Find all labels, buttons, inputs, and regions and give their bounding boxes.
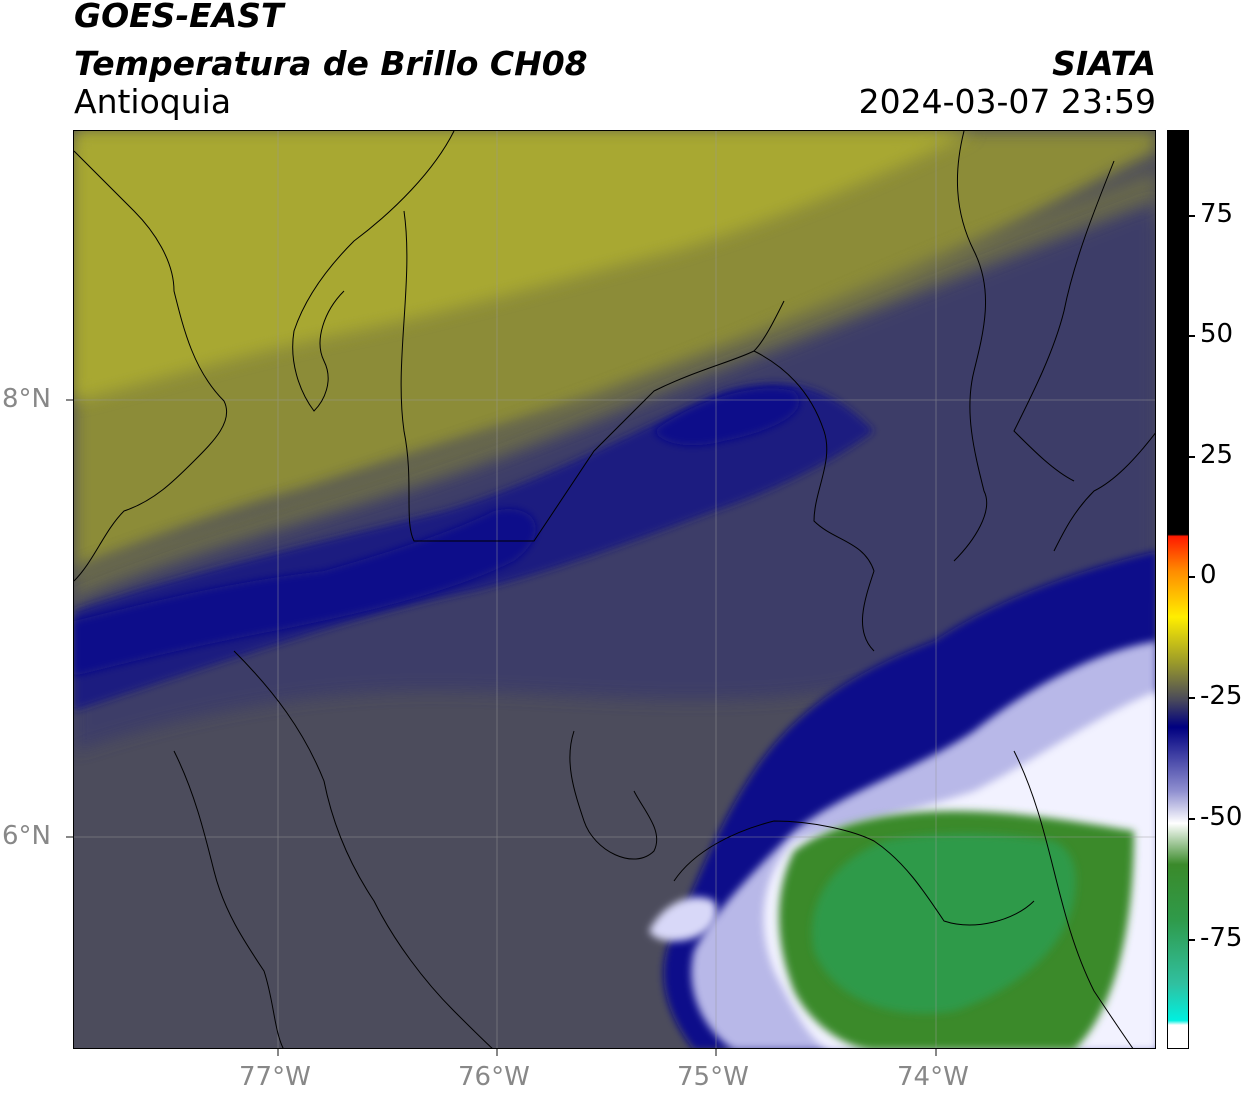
border-south-c xyxy=(569,730,658,860)
coastline-gulf xyxy=(292,131,455,412)
border-antioquia-north xyxy=(400,210,785,542)
border-southeast xyxy=(1013,750,1134,1048)
lat-label-6n: 6°N xyxy=(2,821,51,851)
cb-label-m25: -25 xyxy=(1200,681,1243,711)
lat-tick-1 xyxy=(66,399,73,401)
lon-label-75w: 75°W xyxy=(677,1062,749,1092)
boundaries xyxy=(74,131,1155,1048)
cb-tick-25 xyxy=(1189,456,1195,458)
cb-label-0: 0 xyxy=(1200,560,1217,590)
satellite-title: GOES-EAST xyxy=(74,0,284,35)
cb-tick-75 xyxy=(1189,215,1195,217)
navy-core-north xyxy=(654,388,800,446)
lat-tick-2 xyxy=(66,836,73,838)
temperature-colorbar xyxy=(1167,130,1189,1049)
product-title: Temperatura de Brillo CH08 xyxy=(74,44,588,83)
coastline-west xyxy=(74,150,228,582)
cb-label-m75: -75 xyxy=(1200,923,1243,953)
cb-label-50: 50 xyxy=(1200,319,1234,349)
cb-tick-m25 xyxy=(1189,697,1195,699)
lon-tick-2 xyxy=(496,1049,498,1056)
graticule xyxy=(74,131,1155,1048)
lon-tick-3 xyxy=(715,1049,717,1056)
border-antioquia-east xyxy=(753,350,875,652)
lat-label-8n: 8°N xyxy=(2,384,51,414)
lon-tick-4 xyxy=(935,1049,937,1056)
lon-label-76w: 76°W xyxy=(458,1062,530,1092)
cb-label-75: 75 xyxy=(1200,199,1234,229)
datetime-label: 2024-03-07 23:59 xyxy=(858,82,1156,121)
cold-cloud-patch xyxy=(649,897,717,941)
border-south-b xyxy=(673,820,1035,926)
border-river xyxy=(953,131,988,562)
olive-light-region xyxy=(74,131,974,401)
cb-tick-50 xyxy=(1189,335,1195,337)
border-far-east xyxy=(1053,432,1155,552)
cb-label-25: 25 xyxy=(1200,440,1234,470)
navy-core xyxy=(74,509,536,676)
border-east xyxy=(1013,160,1115,482)
brightness-temperature-map[interactable] xyxy=(73,130,1156,1049)
cb-tick-m50 xyxy=(1189,818,1195,820)
lon-label-77w: 77°W xyxy=(239,1062,311,1092)
lon-tick-1 xyxy=(277,1049,279,1056)
region-label: Antioquia xyxy=(74,82,232,121)
border-southwest xyxy=(173,750,284,1048)
border-south-a xyxy=(233,650,493,1048)
cb-tick-0 xyxy=(1189,576,1195,578)
organization-label: SIATA xyxy=(1052,44,1156,83)
green-core xyxy=(812,833,1076,1014)
cb-label-m50: -50 xyxy=(1200,802,1243,832)
lon-label-74w: 74°W xyxy=(897,1062,969,1092)
cb-tick-m75 xyxy=(1189,939,1195,941)
